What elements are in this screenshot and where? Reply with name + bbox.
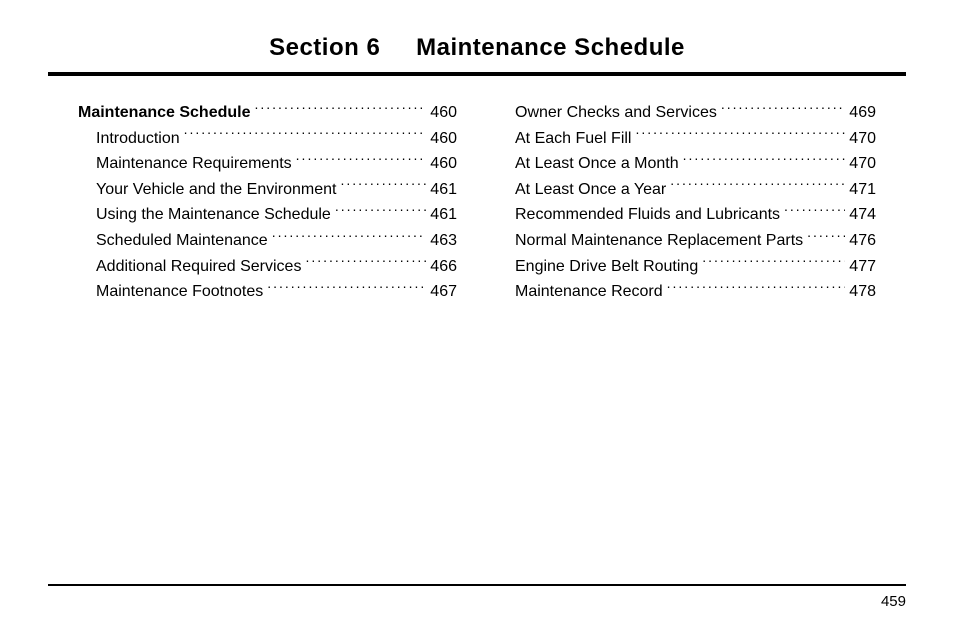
toc-label: Maintenance Schedule bbox=[78, 100, 251, 126]
toc-line: Using the Maintenance Schedule 461 bbox=[78, 202, 457, 228]
toc-leader-dots bbox=[784, 203, 845, 219]
section-title: Section 6 Maintenance Schedule bbox=[48, 34, 906, 62]
toc-page: 467 bbox=[430, 279, 457, 305]
toc-page: 460 bbox=[430, 151, 457, 177]
toc-line: Additional Required Services 466 bbox=[78, 254, 457, 280]
toc-page: 461 bbox=[430, 177, 457, 203]
page: Section 6 Maintenance Schedule Maintenan… bbox=[0, 0, 954, 636]
toc-line: Maintenance Record 478 bbox=[497, 279, 876, 305]
toc-line: At Least Once a Month 470 bbox=[497, 151, 876, 177]
toc-label: Normal Maintenance Replacement Parts bbox=[515, 228, 803, 254]
toc-line: Normal Maintenance Replacement Parts 476 bbox=[497, 228, 876, 254]
toc-page: 470 bbox=[849, 151, 876, 177]
toc-leader-dots bbox=[635, 127, 845, 143]
toc-page: 470 bbox=[849, 126, 876, 152]
toc-label: Your Vehicle and the Environment bbox=[96, 177, 336, 203]
toc-label: Introduction bbox=[96, 126, 180, 152]
toc-page: 478 bbox=[849, 279, 876, 305]
toc-line: Introduction 460 bbox=[78, 126, 457, 152]
toc-leader-dots bbox=[296, 152, 427, 168]
toc-columns: Maintenance Schedule460Introduction460Ma… bbox=[48, 100, 906, 305]
horizontal-rule-bottom bbox=[48, 584, 906, 586]
toc-leader-dots bbox=[702, 255, 845, 271]
toc-page: 466 bbox=[430, 254, 457, 280]
toc-label: Maintenance Footnotes bbox=[96, 279, 263, 305]
toc-page: 463 bbox=[430, 228, 457, 254]
toc-label: Using the Maintenance Schedule bbox=[96, 202, 331, 228]
toc-leader-dots bbox=[184, 127, 427, 143]
toc-label: At Least Once a Year bbox=[515, 177, 666, 203]
toc-leader-dots bbox=[683, 152, 846, 168]
toc-label: Maintenance Record bbox=[515, 279, 663, 305]
toc-page: 460 bbox=[430, 126, 457, 152]
toc-line: Your Vehicle and the Environment 461 bbox=[78, 177, 457, 203]
toc-line: Scheduled Maintenance 463 bbox=[78, 228, 457, 254]
page-number: 459 bbox=[881, 593, 906, 610]
toc-label: Owner Checks and Services bbox=[515, 100, 717, 126]
toc-line: Owner Checks and Services 469 bbox=[497, 100, 876, 126]
toc-page: 477 bbox=[849, 254, 876, 280]
toc-line: Recommended Fluids and Lubricants 474 bbox=[497, 202, 876, 228]
toc-label: Maintenance Requirements bbox=[96, 151, 292, 177]
toc-column-left: Maintenance Schedule460Introduction460Ma… bbox=[78, 100, 457, 305]
toc-label: At Each Fuel Fill bbox=[515, 126, 631, 152]
toc-line: Maintenance Requirements 460 bbox=[78, 151, 457, 177]
toc-leader-dots bbox=[267, 280, 426, 296]
toc-page: 474 bbox=[849, 202, 876, 228]
toc-leader-dots bbox=[807, 229, 845, 245]
section-name: Maintenance Schedule bbox=[416, 34, 685, 61]
toc-leader-dots bbox=[255, 101, 427, 117]
toc-label: Additional Required Services bbox=[96, 254, 301, 280]
toc-leader-dots bbox=[340, 178, 426, 194]
toc-line: At Each Fuel Fill 470 bbox=[497, 126, 876, 152]
toc-page: 469 bbox=[849, 100, 876, 126]
toc-leader-dots bbox=[667, 280, 846, 296]
toc-label: Engine Drive Belt Routing bbox=[515, 254, 698, 280]
toc-line: Maintenance Schedule 460 bbox=[78, 100, 457, 126]
toc-column-right: Owner Checks and Services469At Each Fuel… bbox=[497, 100, 876, 305]
toc-leader-dots bbox=[721, 101, 845, 117]
toc-label: Recommended Fluids and Lubricants bbox=[515, 202, 780, 228]
toc-page: 460 bbox=[430, 100, 457, 126]
toc-leader-dots bbox=[272, 229, 427, 245]
toc-page: 471 bbox=[849, 177, 876, 203]
section-label: Section 6 bbox=[269, 34, 380, 61]
toc-page: 476 bbox=[849, 228, 876, 254]
toc-leader-dots bbox=[335, 203, 426, 219]
toc-line: At Least Once a Year 471 bbox=[497, 177, 876, 203]
horizontal-rule-top bbox=[48, 72, 906, 76]
toc-label: Scheduled Maintenance bbox=[96, 228, 268, 254]
toc-page: 461 bbox=[430, 202, 457, 228]
toc-line: Engine Drive Belt Routing 477 bbox=[497, 254, 876, 280]
toc-leader-dots bbox=[670, 178, 845, 194]
toc-line: Maintenance Footnotes 467 bbox=[78, 279, 457, 305]
toc-leader-dots bbox=[305, 255, 426, 271]
toc-label: At Least Once a Month bbox=[515, 151, 679, 177]
